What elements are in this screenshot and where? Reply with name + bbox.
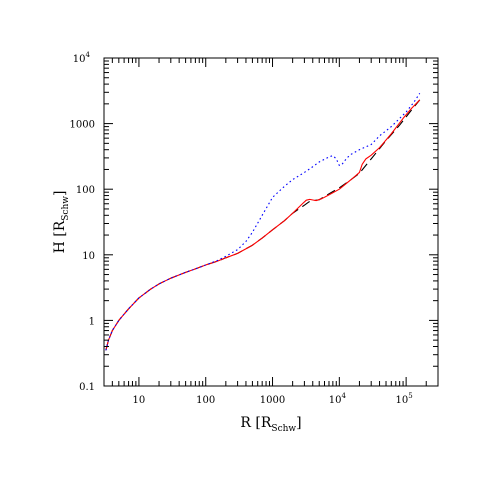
y-tick-label: 1 <box>89 316 95 327</box>
x-axis-title-main: R [R <box>240 415 271 431</box>
y-tick-label-text: 1000 <box>70 120 95 131</box>
y-tick-label-text: 100 <box>76 185 95 196</box>
series-line-dotted <box>105 92 421 351</box>
x-tick-label-text: 10 <box>329 395 342 406</box>
x-tick-label: 10 <box>133 395 146 406</box>
series-line-dashed <box>105 99 421 351</box>
x-tick-label: 104 <box>329 392 347 406</box>
y-axis-title-sub: Schw <box>61 196 71 221</box>
x-tick-label-sup: 5 <box>408 392 412 400</box>
x-tick-label-text: 10 <box>133 395 146 406</box>
y-axis-title-main: H [R <box>52 220 68 253</box>
y-tick-label: 10 <box>82 251 95 262</box>
y-tick-label-text: 1 <box>89 316 95 327</box>
tick-layer <box>103 57 439 387</box>
y-axis-title-close: ] <box>52 191 68 196</box>
series-line-solid <box>105 99 421 351</box>
x-axis-title: R [RSchw] <box>240 415 301 434</box>
x-tick-label-sup: 4 <box>341 392 346 400</box>
y-tick-label: 100 <box>76 185 95 196</box>
y-tick-label: 104 <box>73 51 91 65</box>
y-tick-label-sup: 4 <box>86 51 91 59</box>
plot-frame <box>103 57 439 387</box>
y-axis-title: H [RSchw] <box>52 191 71 254</box>
x-axis-title-sub: Schw <box>271 424 296 434</box>
x-tick-label: 100 <box>196 395 215 406</box>
y-tick-label: 1000 <box>70 120 95 131</box>
x-tick-label: 1000 <box>260 395 285 406</box>
y-tick-label: 0.1 <box>79 382 95 393</box>
y-tick-label-text: 0.1 <box>79 382 95 393</box>
y-tick-label-text: 10 <box>82 251 95 262</box>
x-tick-label-text: 10 <box>396 395 409 406</box>
x-tick-label: 105 <box>396 392 413 406</box>
y-tick-label-text: 10 <box>73 54 86 65</box>
x-axis-title-close: ] <box>296 415 301 431</box>
x-tick-label-text: 1000 <box>260 395 285 406</box>
x-tick-label-text: 100 <box>196 395 215 406</box>
series-layer <box>105 92 421 351</box>
